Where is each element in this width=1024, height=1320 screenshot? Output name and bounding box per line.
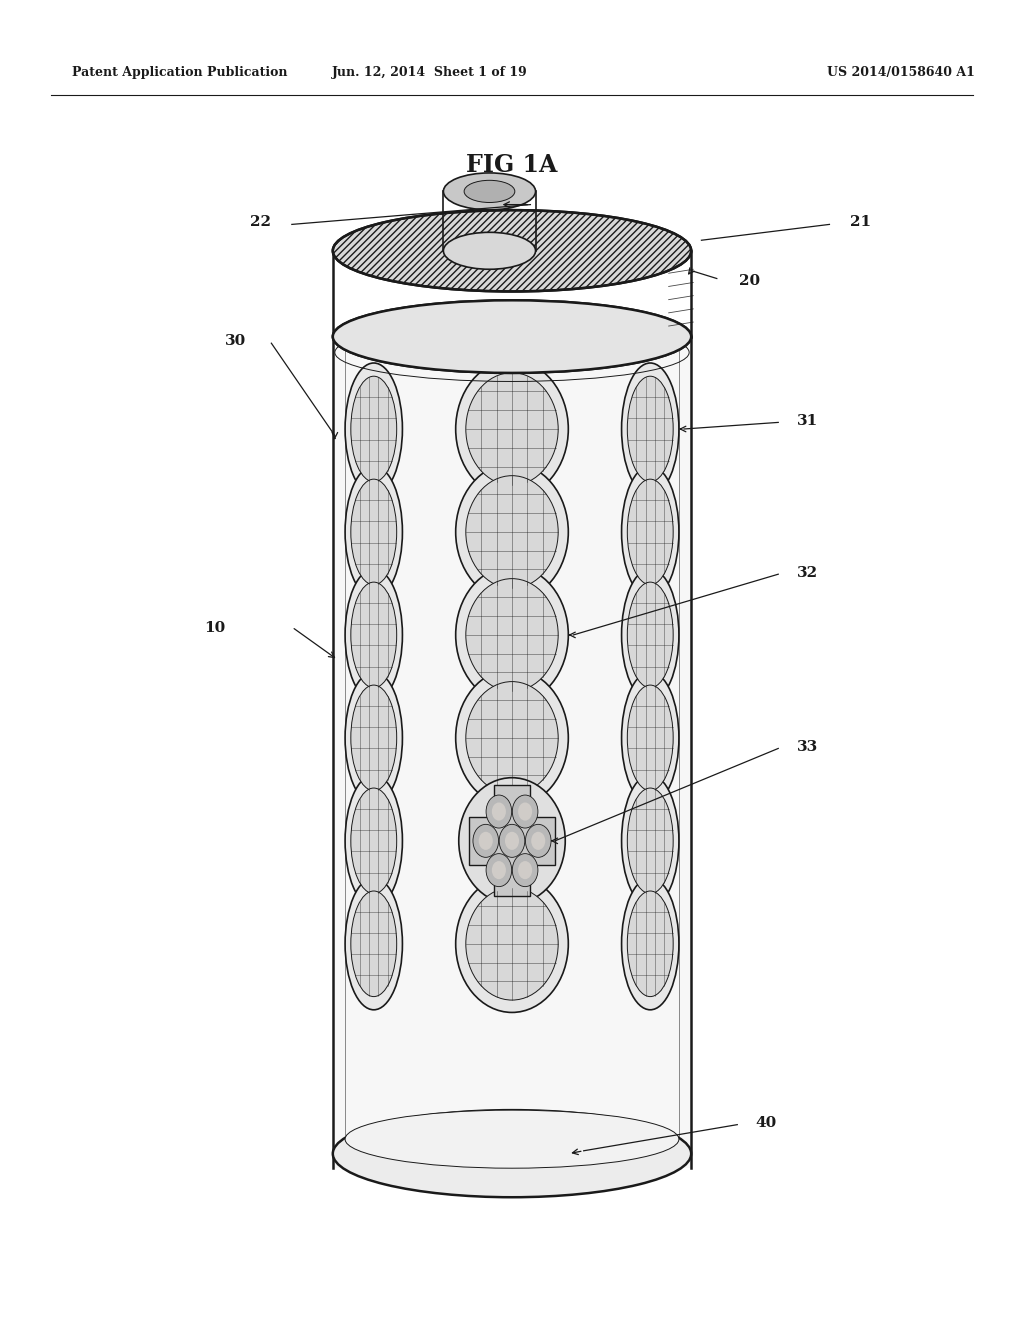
Ellipse shape — [456, 566, 568, 704]
Ellipse shape — [505, 832, 519, 850]
Ellipse shape — [622, 569, 679, 701]
Text: 10: 10 — [204, 622, 225, 635]
Ellipse shape — [345, 466, 402, 598]
Ellipse shape — [456, 360, 568, 498]
Ellipse shape — [512, 854, 538, 887]
Ellipse shape — [628, 891, 673, 997]
Ellipse shape — [345, 363, 402, 495]
Text: 22: 22 — [250, 215, 271, 228]
Ellipse shape — [333, 301, 691, 374]
Ellipse shape — [351, 788, 396, 894]
Ellipse shape — [525, 824, 551, 858]
Ellipse shape — [531, 832, 545, 850]
Ellipse shape — [345, 1110, 679, 1168]
Ellipse shape — [628, 479, 673, 585]
Ellipse shape — [628, 582, 673, 688]
Ellipse shape — [486, 854, 512, 887]
Ellipse shape — [459, 777, 565, 904]
Ellipse shape — [456, 669, 568, 807]
Ellipse shape — [492, 861, 506, 879]
Ellipse shape — [628, 685, 673, 791]
Ellipse shape — [518, 803, 532, 821]
Ellipse shape — [478, 832, 493, 850]
Ellipse shape — [492, 803, 506, 821]
Text: 20: 20 — [739, 275, 761, 288]
Ellipse shape — [466, 372, 558, 486]
Ellipse shape — [622, 363, 679, 495]
Ellipse shape — [345, 878, 402, 1010]
Ellipse shape — [473, 824, 499, 858]
Ellipse shape — [456, 463, 568, 601]
Text: 31: 31 — [797, 414, 818, 428]
Ellipse shape — [466, 681, 558, 795]
Text: Patent Application Publication: Patent Application Publication — [72, 66, 287, 79]
Ellipse shape — [456, 875, 568, 1012]
Ellipse shape — [512, 795, 538, 828]
Ellipse shape — [622, 466, 679, 598]
Ellipse shape — [443, 232, 536, 269]
Ellipse shape — [486, 795, 512, 828]
Text: US 2014/0158640 A1: US 2014/0158640 A1 — [827, 66, 975, 79]
Ellipse shape — [466, 578, 558, 692]
Ellipse shape — [622, 878, 679, 1010]
Ellipse shape — [443, 173, 536, 210]
Ellipse shape — [351, 376, 396, 482]
Text: FIG 1A: FIG 1A — [466, 153, 558, 177]
Text: Jun. 12, 2014  Sheet 1 of 19: Jun. 12, 2014 Sheet 1 of 19 — [332, 66, 528, 79]
Ellipse shape — [622, 672, 679, 804]
Ellipse shape — [351, 891, 396, 997]
Ellipse shape — [464, 181, 515, 202]
Ellipse shape — [466, 475, 558, 589]
Ellipse shape — [345, 672, 402, 804]
Ellipse shape — [345, 775, 402, 907]
Ellipse shape — [333, 210, 691, 292]
Polygon shape — [469, 785, 555, 896]
Text: 21: 21 — [850, 215, 871, 228]
Ellipse shape — [518, 861, 532, 879]
Ellipse shape — [333, 1110, 691, 1197]
Ellipse shape — [628, 376, 673, 482]
Ellipse shape — [351, 582, 396, 688]
Ellipse shape — [333, 301, 691, 374]
Ellipse shape — [628, 788, 673, 894]
Text: 30: 30 — [224, 334, 246, 347]
Ellipse shape — [351, 685, 396, 791]
Text: 32: 32 — [797, 566, 818, 579]
Ellipse shape — [622, 775, 679, 907]
Ellipse shape — [466, 887, 558, 1001]
Text: 33: 33 — [797, 741, 818, 754]
Ellipse shape — [500, 824, 524, 858]
Ellipse shape — [351, 479, 396, 585]
Ellipse shape — [345, 569, 402, 701]
Polygon shape — [333, 337, 691, 1168]
Text: 40: 40 — [756, 1117, 777, 1130]
